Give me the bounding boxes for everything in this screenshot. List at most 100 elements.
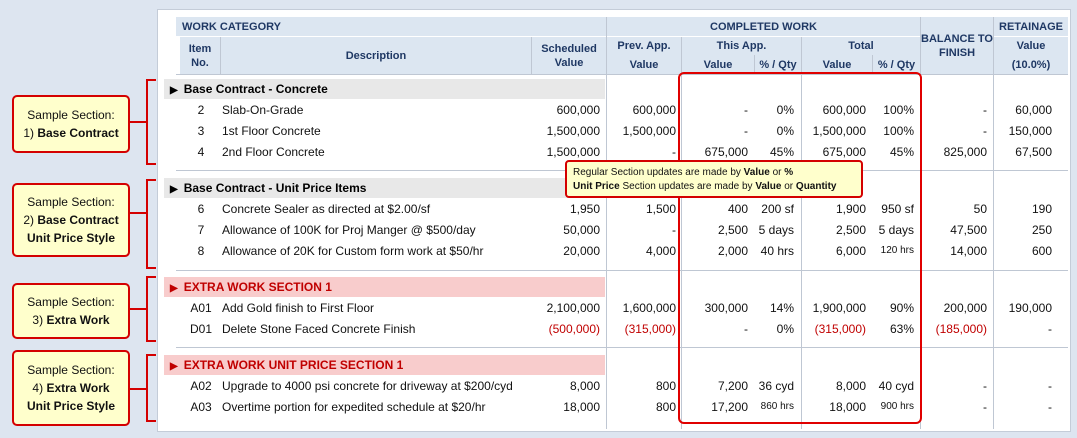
table-cell: -: [744, 124, 748, 138]
label-text: or: [769, 167, 785, 178]
table-cell: -: [983, 379, 987, 393]
table-cell: 600: [1031, 244, 1052, 258]
table-cell: 7,200: [717, 379, 748, 393]
divider: [801, 37, 802, 429]
expand-triangle-icon[interactable]: ▶: [170, 184, 178, 195]
callout-base-contract: Sample Section: 1) Base Contract: [12, 95, 130, 153]
callout-extra-work: Sample Section: 3) Extra Work: [12, 283, 130, 339]
label-text: Unit Price: [573, 181, 620, 192]
label-text: or: [781, 181, 796, 192]
table-cell: 200 sf: [761, 202, 794, 216]
label-text: Base Contract - Unit Price Items: [183, 181, 367, 195]
expand-triangle-icon[interactable]: ▶: [170, 283, 178, 294]
table-cell: Allowance of 20K for Custom form work at…: [222, 244, 484, 258]
table-cell: -: [672, 223, 676, 237]
label-text: Unit Price Style: [14, 397, 128, 415]
table-cell: 825,000: [943, 145, 987, 159]
table-cell: 14%: [769, 301, 794, 315]
table-cell: -: [983, 124, 987, 138]
section-header-extra-work-unit-price[interactable]: ▶ EXTRA WORK UNIT PRICE SECTION 1: [164, 355, 605, 375]
table-cell: 2,100,000: [546, 301, 600, 315]
label-text: 3) Extra Work: [14, 311, 128, 329]
table-cell: 1st Floor Concrete: [222, 124, 321, 138]
table-cell: 950 sf: [881, 202, 914, 216]
table-cell: 675,000: [822, 145, 866, 159]
table-cell: Add Gold finish to First Floor: [222, 301, 375, 315]
expand-triangle-icon[interactable]: ▶: [170, 361, 178, 372]
table-cell: 90%: [889, 301, 914, 315]
table-cell: 200,000: [943, 301, 987, 315]
table-cell: 0%: [776, 322, 794, 336]
table-cell: -: [672, 145, 676, 159]
table-cell: 1,600,000: [622, 301, 676, 315]
header-retainage-pct: (10.0%): [994, 55, 1068, 74]
table-cell: -: [983, 103, 987, 117]
table-cell: 800: [655, 400, 676, 414]
expand-triangle-icon[interactable]: ▶: [170, 85, 178, 96]
label-text: 2) Base Contract: [14, 211, 128, 229]
table-cell: 20,000: [563, 244, 600, 258]
table-cell: Delete Stone Faced Concrete Finish: [222, 322, 416, 336]
header-this-pct: % / Qty: [755, 55, 801, 74]
table-cell: 1,500,000: [546, 145, 600, 159]
table-cell: 17,200: [711, 400, 748, 414]
table-cell: 1,950: [569, 202, 600, 216]
table-cell: 900 hrs: [880, 401, 914, 412]
table-cell: 600,000: [632, 103, 676, 117]
table-cell: 675,000: [704, 145, 748, 159]
divider: [130, 121, 146, 123]
divider: [606, 17, 607, 429]
divider: [220, 37, 221, 74]
table-cell: 45%: [889, 145, 914, 159]
callout-base-contract-unit-price: Sample Section: 2) Base Contract Unit Pr…: [12, 183, 130, 257]
table-cell: 1,500,000: [812, 124, 866, 138]
divider: [681, 37, 682, 429]
table-cell: 7: [197, 223, 205, 237]
table-cell: 6: [197, 202, 205, 216]
divider: [130, 388, 146, 390]
section-header-unit-price-items[interactable]: ▶ Base Contract - Unit Price Items: [164, 178, 605, 198]
label-text: Base Contract - Concrete: [183, 82, 328, 96]
label-text: Base Contract: [37, 126, 119, 140]
bracket-section-3: [146, 276, 156, 342]
table-cell: -: [983, 400, 987, 414]
divider: [754, 55, 755, 74]
table-cell: (500,000): [548, 322, 600, 336]
header-total: Total: [802, 37, 920, 55]
header-total-value: Value: [802, 55, 872, 74]
header-retainage: RETAINAGE: [994, 17, 1068, 36]
divider: [176, 270, 1068, 271]
label-text: Extra Work: [46, 381, 110, 395]
table-cell: Concrete Sealer as directed at $2.00/sf: [222, 202, 431, 216]
table-cell: -: [744, 322, 748, 336]
divider: [130, 212, 146, 214]
table-cell: 300,000: [704, 301, 748, 315]
table-cell: 250: [1031, 223, 1052, 237]
table-cell: 0%: [776, 124, 794, 138]
label-text: Unit Price Style: [14, 229, 128, 247]
table-cell: 18,000: [829, 400, 866, 414]
table-cell: 50,000: [563, 223, 600, 237]
table-cell: 8: [197, 244, 205, 258]
label-text: EXTRA WORK SECTION 1: [183, 280, 332, 294]
label-text: Regular Section updates are made by: [573, 167, 744, 178]
table-cell: -: [744, 103, 748, 117]
table-cell: 2,500: [835, 223, 866, 237]
section-header-base-contract[interactable]: ▶ Base Contract - Concrete: [164, 79, 605, 99]
label-text: Value: [755, 181, 782, 192]
table-cell: 4,000: [645, 244, 676, 258]
label-text: 4): [32, 381, 44, 395]
table-cell: (315,000): [814, 322, 866, 336]
table-cell: 150,000: [1008, 124, 1052, 138]
label-text: Regular Section updates are made by Valu…: [573, 166, 855, 180]
header-item-no: Item No.: [180, 37, 220, 74]
label-text: Section updates are made by: [619, 181, 756, 192]
tooltip-update-method: Regular Section updates are made by Valu…: [565, 160, 863, 198]
table-cell: 36 cyd: [758, 379, 794, 393]
table-cell: A02: [190, 379, 212, 393]
table-cell: 47,500: [950, 223, 987, 237]
table-cell: -: [1048, 322, 1052, 336]
label-text: 1): [23, 126, 34, 140]
table-cell: 100%: [883, 103, 914, 117]
section-header-extra-work[interactable]: ▶ EXTRA WORK SECTION 1: [164, 277, 605, 297]
